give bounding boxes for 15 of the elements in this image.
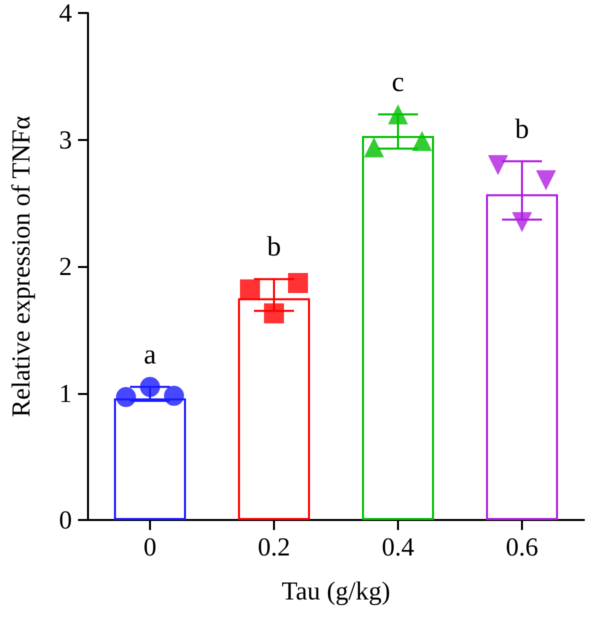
y-axis-title: Relative expression of TNFα bbox=[6, 115, 36, 418]
x-tick-label: 0 bbox=[144, 532, 156, 562]
annotation: c bbox=[392, 66, 404, 98]
y-tick-label: 3 bbox=[59, 125, 72, 154]
y-tick-label: 0 bbox=[59, 506, 72, 534]
annotation: b bbox=[267, 232, 281, 263]
x-tick-label: 0.2 bbox=[258, 532, 290, 562]
annotation: a bbox=[144, 339, 157, 370]
x-tick-label: 0.6 bbox=[506, 532, 538, 562]
y-tick-label: 4 bbox=[59, 0, 72, 28]
x-tick-label: 0.4 bbox=[382, 532, 414, 562]
annotation: b bbox=[515, 114, 529, 145]
x-axis-title: Tau (g/kg) bbox=[282, 576, 390, 606]
y-tick-label: 1 bbox=[59, 378, 72, 408]
y-tick-label: 2 bbox=[59, 252, 72, 281]
